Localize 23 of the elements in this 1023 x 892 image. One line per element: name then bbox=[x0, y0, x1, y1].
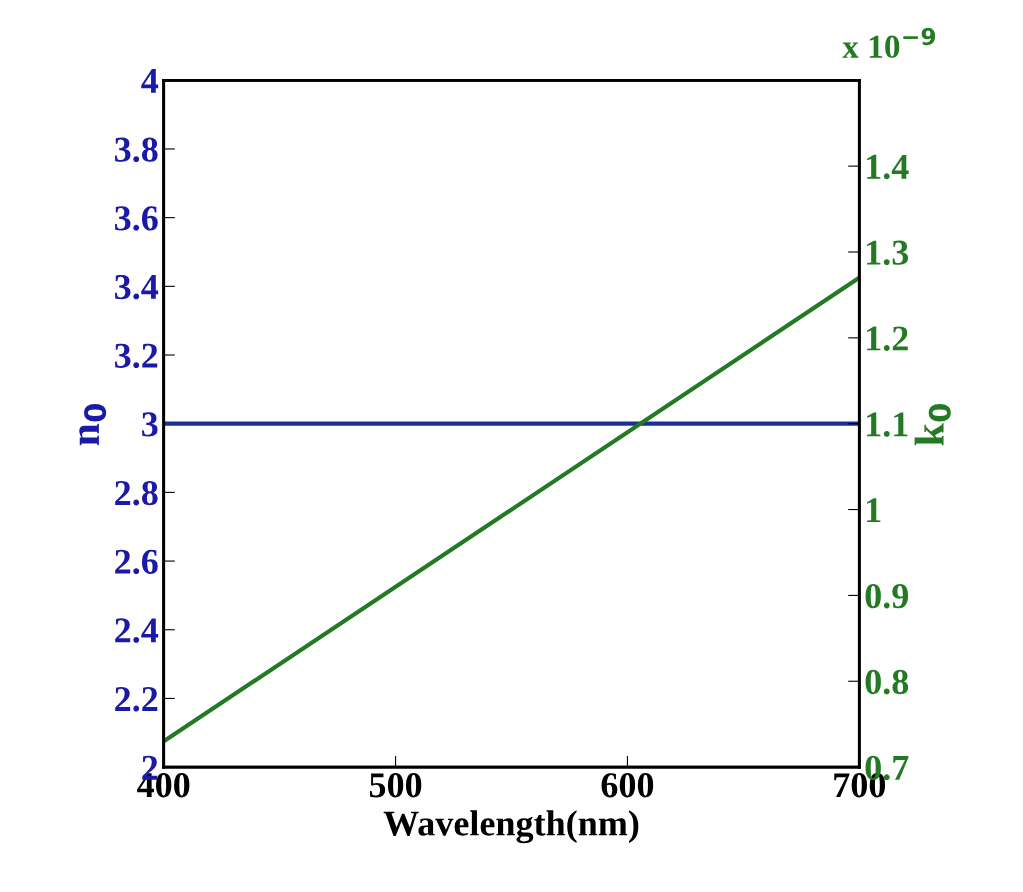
y-tick-label: 2.4 bbox=[115, 618, 159, 643]
y2-tick-label: 1.1 bbox=[867, 412, 908, 437]
y-tick-label: 2.2 bbox=[115, 687, 158, 712]
x-axis-title: Wavelength(nm) bbox=[383, 810, 639, 844]
y-tick-label: 2.8 bbox=[115, 480, 158, 506]
y2-tick-label: 0.8 bbox=[865, 669, 909, 695]
y-tick-label: 3.4 bbox=[115, 274, 159, 300]
y2-tick-label: 1.2 bbox=[867, 326, 908, 351]
y-axis-title: n$_{0}$ bbox=[79, 403, 107, 446]
y-tick-label: 4 bbox=[141, 69, 159, 93]
y-tick-label: 3.6 bbox=[115, 206, 158, 231]
y2-tick-label: 1.3 bbox=[867, 240, 909, 266]
y-tick-label: 3 bbox=[142, 412, 158, 437]
text: x 10$^{−9}$ bbox=[842, 27, 936, 59]
y2-tick-label: 1 bbox=[867, 498, 881, 523]
y-tick-label: 3.8 bbox=[115, 137, 158, 163]
x-tick-label: 600 bbox=[601, 773, 654, 798]
y-tick-label: 3.2 bbox=[115, 343, 158, 369]
y2-tick-label: 1.4 bbox=[867, 154, 909, 180]
y-tick-label: 2.6 bbox=[115, 549, 158, 575]
y2-axis-title: k$_{0}$ bbox=[914, 403, 951, 446]
x-tick-label: 500 bbox=[369, 773, 422, 798]
y2-tick-label: 0.9 bbox=[865, 583, 909, 609]
